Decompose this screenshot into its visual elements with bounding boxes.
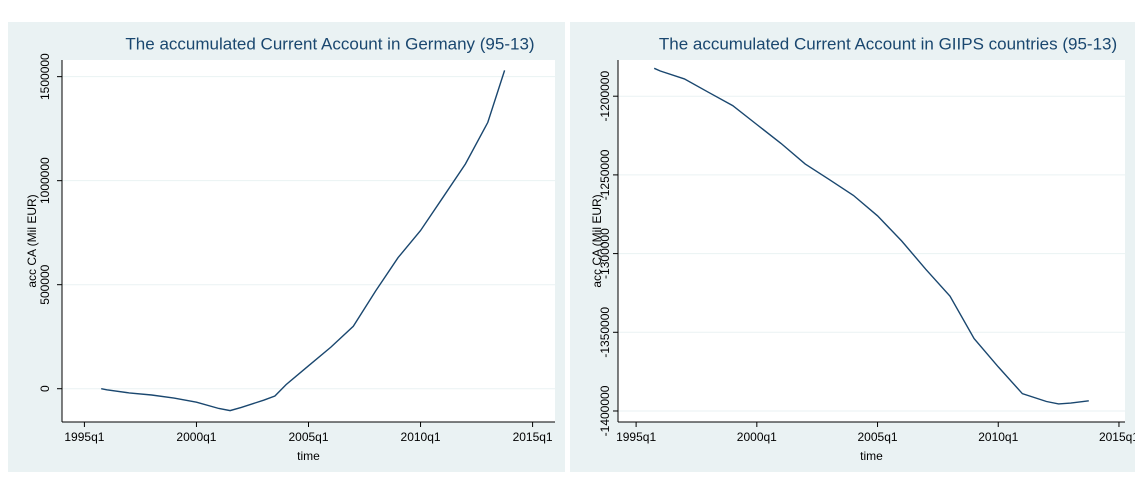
y-axis-title: acc CA (Mil EUR) [590, 194, 604, 287]
chart-title: The accumulated Current Account in GIIPS… [659, 34, 1117, 53]
y-tick-label: -1400000 [598, 385, 612, 436]
x-tick-label: 1995q1 [616, 430, 656, 444]
x-tick-label: 2005q1 [288, 430, 328, 444]
x-tick-label: 2015q1 [513, 430, 553, 444]
x-axis-title: time [297, 449, 320, 463]
x-tick-label: 2005q1 [858, 430, 898, 444]
y-axis-title: acc CA (Mil EUR) [25, 194, 39, 287]
y-tick-label: 0 [38, 385, 52, 392]
x-axis-title: time [860, 449, 883, 463]
y-tick-label: -1250000 [598, 149, 612, 200]
data-line [653, 67, 1089, 405]
y-tick-label: 500000 [38, 264, 52, 304]
chart-title: The accumulated Current Account in Germa… [125, 34, 534, 53]
y-tick-label: -1350000 [598, 307, 612, 358]
data-line [101, 70, 506, 412]
y-tick-label: -1300000 [598, 228, 612, 279]
y-tick-label: -1200000 [598, 71, 612, 122]
y-tick-label: 1500000 [38, 53, 52, 100]
x-tick-label: 1995q1 [64, 430, 104, 444]
x-tick-label: 2000q1 [737, 430, 777, 444]
x-tick-label: 2015q1 [1099, 430, 1135, 444]
x-tick-label: 2010q1 [401, 430, 441, 444]
x-tick-label: 2000q1 [176, 430, 216, 444]
y-tick-label: 1000000 [38, 157, 52, 204]
plot-area [618, 60, 1125, 422]
x-tick-label: 2010q1 [978, 430, 1018, 444]
plot-area [62, 60, 555, 422]
